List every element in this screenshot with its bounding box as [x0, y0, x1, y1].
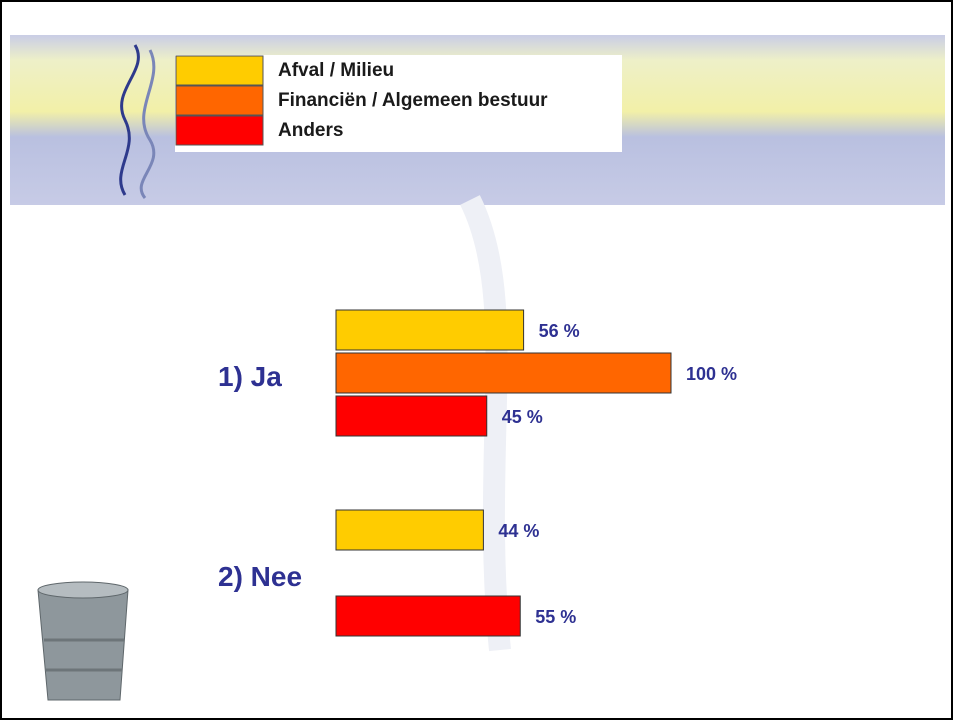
bar [335, 395, 488, 437]
logo-line [119, 44, 140, 196]
category-label: 2) Nee [218, 561, 302, 592]
logo-line [139, 49, 156, 199]
category-label: 1) Ja [218, 361, 282, 392]
bucket [37, 581, 129, 701]
bar [335, 352, 672, 394]
value-label: 45 % [502, 407, 543, 427]
bar [335, 595, 521, 637]
value-label: 55 % [535, 607, 576, 627]
bar [335, 509, 484, 551]
legend-swatch [175, 115, 264, 146]
legend-swatch [175, 85, 264, 116]
legend-label: Anders [278, 120, 343, 141]
legend-swatch [175, 55, 264, 86]
value-label: 100 % [686, 364, 737, 384]
value-label: 44 % [498, 521, 539, 541]
legend-label: Afval / Milieu [278, 60, 394, 81]
bar [335, 309, 525, 351]
value-label: 56 % [539, 321, 580, 341]
legend-label: Financiën / Algemeen bestuur [278, 90, 548, 111]
